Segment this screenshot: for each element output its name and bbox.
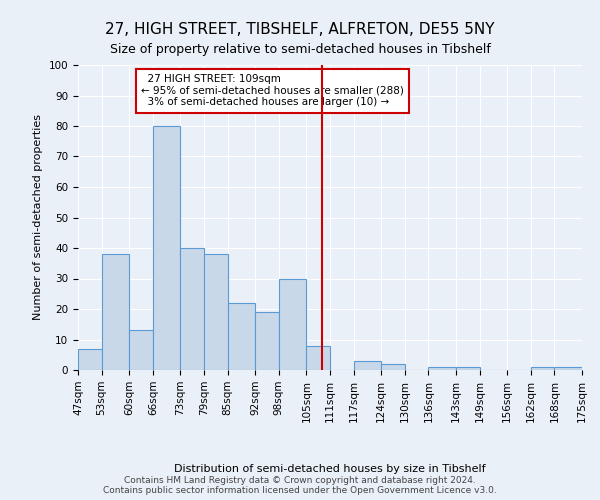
Text: Contains HM Land Registry data © Crown copyright and database right 2024.
Contai: Contains HM Land Registry data © Crown c… — [103, 476, 497, 495]
Bar — [381, 364, 405, 370]
Bar — [307, 346, 330, 370]
Bar — [456, 367, 479, 370]
Bar — [279, 278, 307, 370]
Bar — [78, 348, 101, 370]
Bar — [101, 254, 129, 370]
Bar — [255, 312, 279, 370]
Bar — [554, 367, 582, 370]
Text: 27, HIGH STREET, TIBSHELF, ALFRETON, DE55 5NY: 27, HIGH STREET, TIBSHELF, ALFRETON, DE5… — [105, 22, 495, 38]
X-axis label: Distribution of semi-detached houses by size in Tibshelf: Distribution of semi-detached houses by … — [174, 464, 486, 473]
Text: 27 HIGH STREET: 109sqm
← 95% of semi-detached houses are smaller (288)
  3% of s: 27 HIGH STREET: 109sqm ← 95% of semi-det… — [141, 74, 404, 108]
Bar — [181, 248, 204, 370]
Bar — [531, 367, 554, 370]
Bar — [153, 126, 181, 370]
Bar — [227, 303, 255, 370]
Text: Size of property relative to semi-detached houses in Tibshelf: Size of property relative to semi-detach… — [110, 42, 490, 56]
Y-axis label: Number of semi-detached properties: Number of semi-detached properties — [33, 114, 43, 320]
Bar — [353, 361, 381, 370]
Bar — [129, 330, 153, 370]
Bar — [428, 367, 456, 370]
Bar — [204, 254, 227, 370]
